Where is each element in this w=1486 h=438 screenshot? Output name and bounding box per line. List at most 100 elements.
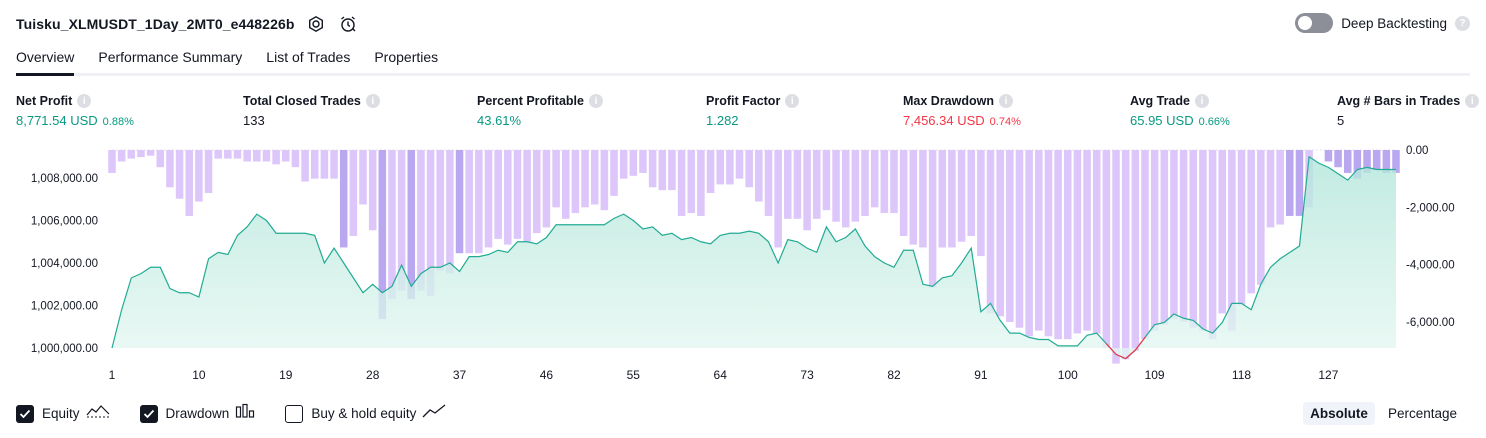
drawdown-bar (368, 150, 377, 231)
drawdown-bar (1179, 150, 1188, 322)
drawdown-bar (1170, 150, 1178, 320)
info-icon[interactable]: i (1194, 94, 1209, 108)
info-icon[interactable]: i (588, 94, 603, 108)
drawdown-bar (1334, 150, 1342, 168)
drawdown-bar (1257, 150, 1265, 285)
drawdown-bars (108, 150, 1400, 364)
metric-value: 43.61% (477, 113, 522, 128)
info-icon[interactable]: i (77, 94, 92, 108)
drawdown-bar (861, 150, 869, 216)
drawdown-bar (1343, 150, 1352, 173)
alarm-clock-icon[interactable] (337, 13, 359, 35)
drawdown-bar (291, 150, 300, 168)
metric-value: 65.95 USD (1130, 113, 1194, 128)
drawdown-bar (658, 150, 667, 191)
drawdown-bar (137, 150, 145, 158)
drawdown-bar (1363, 150, 1371, 173)
legend-equity[interactable]: Equity (16, 403, 110, 424)
drawdown-bar (629, 150, 638, 176)
report-header: Tuisku_XLMUSDT_1Day_2MT0_e448226b (16, 12, 359, 36)
drawdown-bar (774, 150, 782, 248)
drawdown-bar (552, 150, 560, 208)
tab-list-of-trades[interactable]: List of Trades (266, 49, 351, 65)
drawdown-bar (755, 150, 763, 202)
mode-percentage-button[interactable]: Percentage (1387, 406, 1457, 421)
legend-buy-hold-equity[interactable]: Buy & hold equity (285, 403, 446, 424)
settings-gear-icon[interactable] (305, 13, 327, 35)
metric-percent: 0.88% (102, 116, 134, 128)
drawdown-bar (581, 150, 589, 208)
drawdown-bar (127, 150, 136, 159)
x-axis: 1 10 19 28 37 46 55 64 73 82 91 100 109 118 127 (109, 368, 1339, 382)
drawdown-bar (880, 150, 889, 214)
x-axis-tick-label: 64 (714, 368, 728, 382)
drawdown-bar (1073, 150, 1082, 334)
drawdown-bar (204, 150, 213, 193)
info-icon[interactable]: i (785, 94, 800, 108)
equity-checkbox[interactable] (16, 404, 34, 423)
metric-percent: 0.74% (989, 116, 1021, 128)
metric-total-closed-trades: Total Closed Trades i 133 (243, 94, 380, 128)
bar-chart-icon (235, 403, 255, 424)
info-icon[interactable]: i (999, 94, 1013, 108)
drawdown-bar (851, 150, 860, 222)
toggle-knob (1298, 16, 1313, 30)
drawdown-bar (793, 150, 802, 219)
drawdown-bar (417, 150, 425, 291)
info-icon[interactable]: i (365, 94, 380, 108)
buy-hold-checkbox[interactable] (285, 404, 304, 423)
drawdown-bar (677, 150, 686, 216)
drawdown-bar (465, 150, 473, 254)
equity-drawdown-chart[interactable]: 1,008,000.00 1,006,000.00 1,004,000.00 1,00… (0, 140, 1486, 395)
tab-properties[interactable]: Properties (374, 49, 439, 65)
drawdown-bar (494, 150, 502, 239)
drawdown-bar (1150, 150, 1159, 331)
deep-backtesting-toggle[interactable] (1295, 13, 1334, 33)
drawdown-bar (561, 150, 570, 219)
drawdown-bar (1141, 150, 1149, 340)
drawdown-bar (1228, 150, 1236, 331)
chart-legend: Equity Drawdown Buy & hold equity (16, 403, 476, 424)
metric-value: 5 (1337, 113, 1345, 128)
trend-line-icon (422, 403, 446, 424)
mode-absolute-button[interactable]: Absolute (1303, 402, 1375, 425)
drawdown-bar (1353, 150, 1362, 179)
metrics-row: Net Profit i 8,771.54 USD 0.88% Total Clos… (16, 94, 1480, 134)
drawdown-bar (784, 150, 792, 219)
drawdown-bar (803, 150, 811, 231)
right-axis-tick-label: -2,000.00 (1406, 202, 1455, 214)
drawdown-bar (108, 150, 116, 173)
drawdown-bar (1295, 150, 1304, 216)
x-axis-tick-label: 100 (1058, 368, 1078, 382)
drawdown-bar (600, 150, 609, 211)
tab-performance-summary[interactable]: Performance Summary (98, 49, 243, 65)
drawdown-bar (1247, 150, 1255, 294)
drawdown-bar (870, 150, 879, 208)
x-axis-tick-label: 19 (279, 368, 293, 382)
x-axis-tick-label: 73 (800, 368, 814, 382)
tab-overview[interactable]: Overview (16, 44, 75, 76)
drawdown-bar (967, 150, 975, 236)
drawdown-checkbox[interactable] (139, 404, 158, 423)
drawdown-bar (909, 150, 918, 245)
help-icon[interactable]: ? (1455, 15, 1470, 31)
drawdown-bar (668, 150, 676, 191)
info-icon[interactable]: i (1465, 94, 1480, 108)
drawdown-bar (301, 150, 309, 182)
right-axis: 0.00 -2,000.00 -4,000.00 -6,000.00 (1406, 145, 1455, 329)
drawdown-bar (1083, 150, 1091, 331)
drawdown-bar (938, 150, 947, 248)
drawdown-bar (156, 150, 165, 168)
metric-value: 133 (243, 113, 265, 128)
drawdown-bar (822, 150, 831, 211)
drawdown-bar (523, 150, 531, 242)
legend-drawdown[interactable]: Drawdown (139, 403, 256, 424)
drawdown-bar (590, 150, 599, 205)
drawdown-bar (1372, 150, 1381, 171)
metric-label: Profit Factor (706, 94, 781, 108)
drawdown-bar (185, 150, 193, 216)
equity-fill (112, 156, 1396, 359)
x-axis-tick-label: 82 (887, 368, 901, 382)
left-axis-tick-label: 1,008,000.00 (31, 173, 98, 185)
metric-value: 8,771.54 USD (16, 113, 98, 128)
